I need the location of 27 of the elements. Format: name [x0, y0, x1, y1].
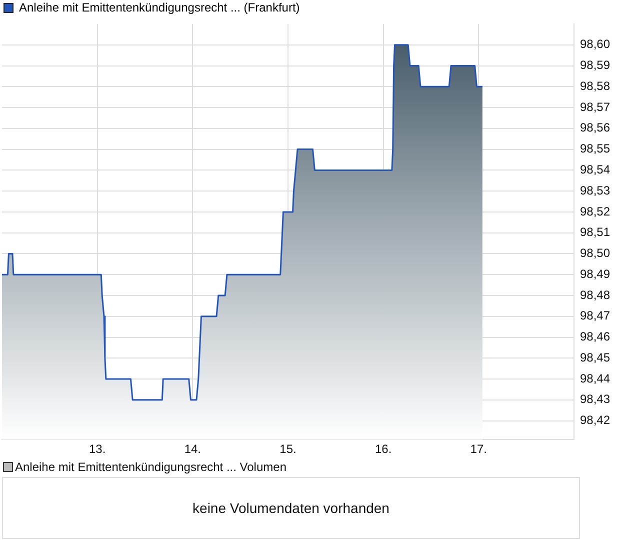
text: keine Volumendaten vorhanden [192, 500, 390, 516]
x-tick-label: 16. [374, 442, 392, 456]
legend-label: Anleihe mit Emittentenkündigungsrecht ... (Frankfurt) [19, 0, 300, 14]
y-tick-label: 98,53 [580, 183, 610, 198]
y-tick-label: 98,51 [580, 225, 610, 240]
y-tick-label: 98,55 [580, 142, 610, 156]
y-tick-label: 98,44 [580, 371, 610, 386]
y-tick-label: 98,58 [580, 78, 610, 93]
x-tick-label: 13. [88, 442, 106, 456]
y-tick-label: 98,42 [580, 413, 610, 428]
x-tick-label: 15. [280, 442, 296, 456]
y-tick-label: 98,48 [580, 288, 610, 302]
text: Anleihe mit Emittentenkündigungsrecht ... Volumen [15, 460, 286, 474]
y-tick-label: 98,56 [580, 120, 610, 135]
y-tick-label: 98,54 [580, 162, 610, 177]
y-tick-label: 98,49 [580, 266, 610, 281]
y-tick-label: 98,46 [580, 330, 610, 344]
y-tick-label: 98,50 [580, 246, 610, 260]
y-tick-label: 98,47 [580, 308, 610, 323]
y-tick-label: 98,60 [580, 37, 610, 52]
x-tick-label: 17. [470, 442, 487, 456]
y-tick-label: 98,43 [580, 392, 610, 406]
y-tick-label: 98,52 [580, 204, 610, 218]
y-tick-label: 98,45 [580, 350, 610, 364]
x-tick-label: 14. [184, 442, 201, 456]
y-tick-label: 98,59 [580, 58, 610, 72]
y-tick-label: 98,57 [580, 100, 610, 114]
